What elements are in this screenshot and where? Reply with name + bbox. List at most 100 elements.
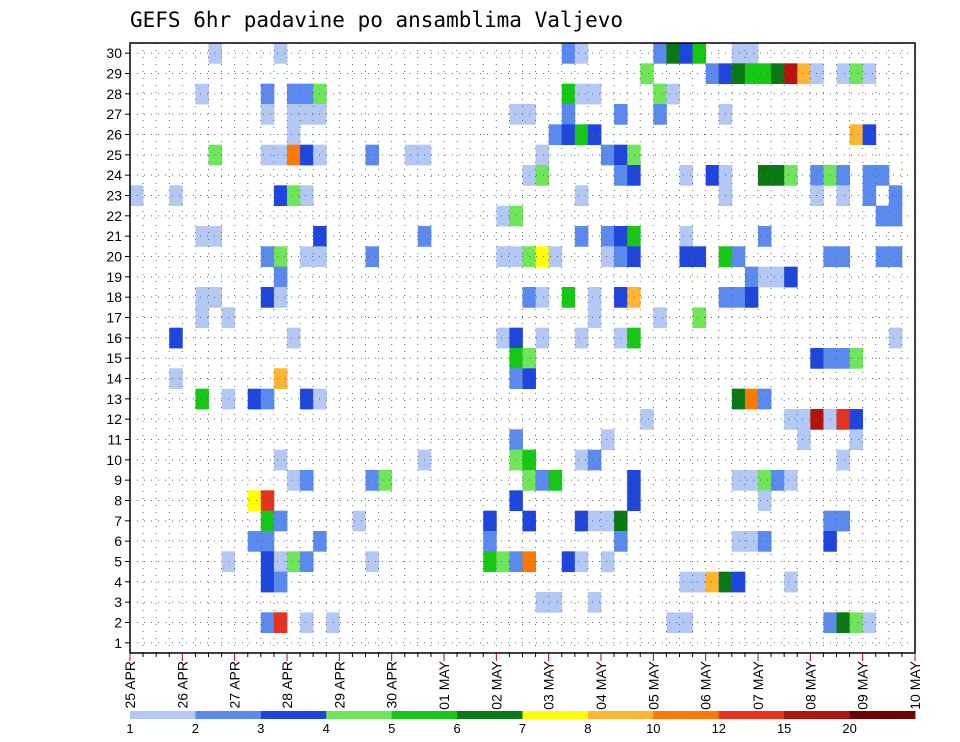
x-tick-label: 02 MAY	[488, 660, 504, 709]
precip-cell	[797, 409, 811, 430]
precip-cell	[574, 327, 589, 349]
precip-cell	[601, 144, 615, 166]
y-tick-label: 29	[106, 66, 122, 82]
precip-cell	[496, 551, 510, 573]
precip-cell	[771, 266, 785, 288]
precip-cell	[535, 144, 550, 166]
precip-cell	[784, 266, 798, 288]
precip-cell	[875, 165, 890, 186]
precip-cell	[601, 226, 615, 247]
y-tick-label: 13	[106, 391, 122, 407]
precip-cell	[260, 246, 275, 268]
precip-cell	[300, 104, 314, 125]
precip-cell	[836, 348, 850, 369]
precip-cell	[836, 409, 850, 430]
legend-swatch	[522, 711, 589, 719]
precip-cell	[208, 226, 222, 247]
precip-cell	[836, 246, 850, 268]
precip-cell	[260, 571, 275, 593]
precip-cell	[627, 470, 641, 491]
y-tick-label: 8	[114, 493, 122, 509]
precip-cell	[679, 165, 693, 186]
precip-cell	[273, 43, 288, 64]
precip-cell	[797, 63, 811, 85]
precip-cell	[875, 205, 890, 227]
precip-cell	[260, 490, 275, 512]
precip-cell	[574, 185, 589, 207]
precip-cell	[627, 490, 641, 512]
precip-cell	[365, 246, 379, 268]
precip-cell	[849, 409, 864, 430]
precip-cell	[169, 185, 183, 207]
precip-cell	[758, 470, 772, 491]
precip-cell	[679, 246, 693, 268]
y-tick-label: 4	[114, 574, 122, 590]
y-tick-label: 10	[106, 452, 122, 468]
precip-cell	[561, 551, 576, 573]
precip-cell	[260, 144, 275, 166]
legend-swatch	[391, 711, 458, 719]
precip-cell	[653, 104, 667, 125]
precip-cell	[587, 124, 602, 146]
precip-cell	[287, 327, 301, 349]
precip-cell	[692, 246, 707, 268]
precip-cell	[771, 63, 785, 85]
precip-cell	[744, 388, 759, 410]
precip-cell	[574, 510, 589, 532]
precip-cell	[287, 104, 301, 125]
precip-cell	[627, 327, 641, 349]
precip-cell	[496, 205, 510, 227]
precip-cell	[627, 144, 641, 166]
precip-cell	[260, 83, 275, 105]
precip-cell	[273, 612, 288, 634]
precip-cell	[771, 470, 785, 491]
precip-cell	[260, 551, 275, 573]
grid-layer	[129, 43, 916, 653]
precip-cell	[731, 470, 746, 491]
precip-cell	[601, 510, 615, 532]
y-tick-label: 26	[106, 127, 122, 143]
precip-cell	[352, 510, 366, 532]
precip-cell	[836, 612, 850, 634]
legend-label: 1	[126, 721, 133, 736]
precip-cell	[287, 185, 301, 207]
precip-cell	[273, 510, 288, 532]
x-tick-label: 28 APR	[279, 661, 295, 708]
precip-cell	[208, 144, 222, 166]
precip-cell	[587, 307, 602, 329]
precip-cell	[744, 63, 759, 85]
precip-cell	[849, 612, 864, 634]
precip-cell	[784, 470, 798, 491]
precip-cell	[692, 43, 707, 64]
precip-cell	[888, 327, 903, 349]
precip-cell	[208, 43, 222, 64]
precip-cell	[273, 449, 288, 471]
precip-cell	[666, 83, 680, 105]
precip-cell	[810, 185, 824, 207]
precip-cell	[810, 409, 824, 430]
y-tick-label: 7	[114, 513, 122, 529]
precip-cell	[666, 612, 680, 634]
precip-cell	[574, 449, 589, 471]
precip-cell	[273, 246, 288, 268]
precip-cell	[509, 348, 523, 369]
legend-label: 4	[323, 721, 330, 736]
chart-title: GEFS 6hr padavine po ansamblima Valjevo	[130, 8, 623, 32]
precip-cell	[195, 287, 209, 308]
precip-cell	[195, 226, 209, 247]
precip-cell	[548, 124, 563, 146]
precip-cell	[535, 287, 550, 308]
precip-cell	[587, 510, 602, 532]
precip-cell	[758, 490, 772, 512]
precip-cell	[300, 470, 314, 491]
precip-cell	[260, 612, 275, 634]
precip-cell	[679, 43, 693, 64]
precip-cell	[640, 63, 654, 85]
precip-cell	[260, 287, 275, 308]
precip-cell	[574, 43, 589, 64]
legend-swatch	[784, 711, 850, 719]
precip-cell	[758, 226, 772, 247]
precip-cell	[483, 551, 497, 573]
legend-label: 5	[388, 721, 395, 736]
